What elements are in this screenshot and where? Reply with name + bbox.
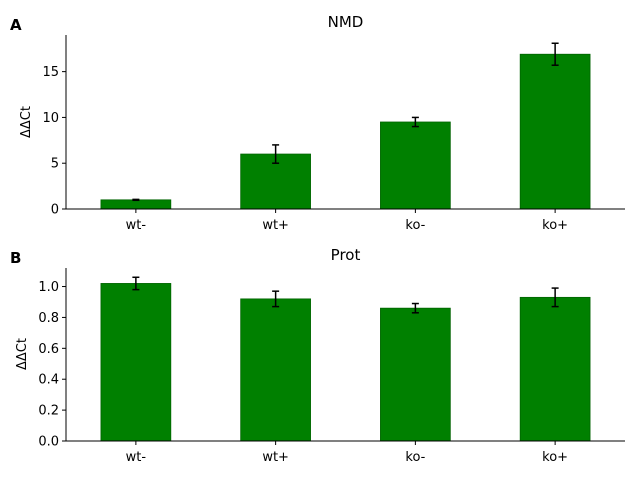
y-tick-label: 0	[51, 203, 59, 218]
y-tick-label: 0.2	[38, 404, 59, 419]
y-tick-label: 0.0	[38, 435, 59, 450]
y-tick-label: 0.6	[38, 342, 59, 357]
panel-a: A NMD ΔΔCt 0 5 10 15 wt-wt+ ko-ko+	[10, 13, 625, 233]
y-ticks: 0.0 0.2 0.4 0.6 0.8 1.0	[38, 280, 66, 449]
x-tick-label: ko+	[542, 218, 568, 233]
y-tick-label: 1.0	[38, 280, 59, 295]
y-tick-label: 0.4	[38, 373, 59, 388]
x-tick-label: wt+	[262, 450, 289, 465]
x-ticks: wt-wt+ ko-ko+	[126, 441, 568, 465]
x-ticks: wt-wt+ ko-ko+	[126, 209, 568, 233]
bar-wt-	[101, 200, 171, 209]
x-tick-label: ko+	[542, 450, 568, 465]
chart-title: NMD	[328, 13, 364, 31]
chart-title: Prot	[331, 246, 361, 264]
y-ticks: 0 5 10 15	[42, 65, 66, 217]
y-tick-label: 0.8	[38, 311, 59, 326]
bars	[101, 283, 590, 441]
x-tick-label: wt-	[126, 450, 147, 465]
bar-ko+	[520, 54, 590, 209]
y-axis-label: ΔΔCt	[15, 338, 30, 370]
bar-ko-	[380, 122, 450, 209]
panel-letter: A	[10, 16, 22, 34]
bar-ko+	[520, 297, 590, 441]
bar-wt+	[241, 299, 311, 441]
error-bars	[132, 277, 558, 313]
y-tick-label: 10	[42, 111, 59, 126]
bar-ko-	[380, 308, 450, 441]
y-tick-label: 15	[42, 65, 59, 80]
y-tick-label: 5	[51, 157, 59, 172]
bar-wt-	[101, 283, 171, 441]
x-tick-label: ko-	[405, 450, 425, 465]
x-tick-label: wt-	[126, 218, 147, 233]
panel-letter: B	[10, 249, 21, 267]
panel-b: B Prot ΔΔCt 0.0 0.2 0.4 0.6 0.8 1.0 wt-wt+ ko-…	[10, 246, 625, 465]
error-bars	[132, 43, 558, 200]
x-tick-label: ko-	[405, 218, 425, 233]
y-axis-label: ΔΔCt	[19, 106, 34, 138]
x-tick-label: wt+	[262, 218, 289, 233]
bars	[101, 54, 590, 209]
